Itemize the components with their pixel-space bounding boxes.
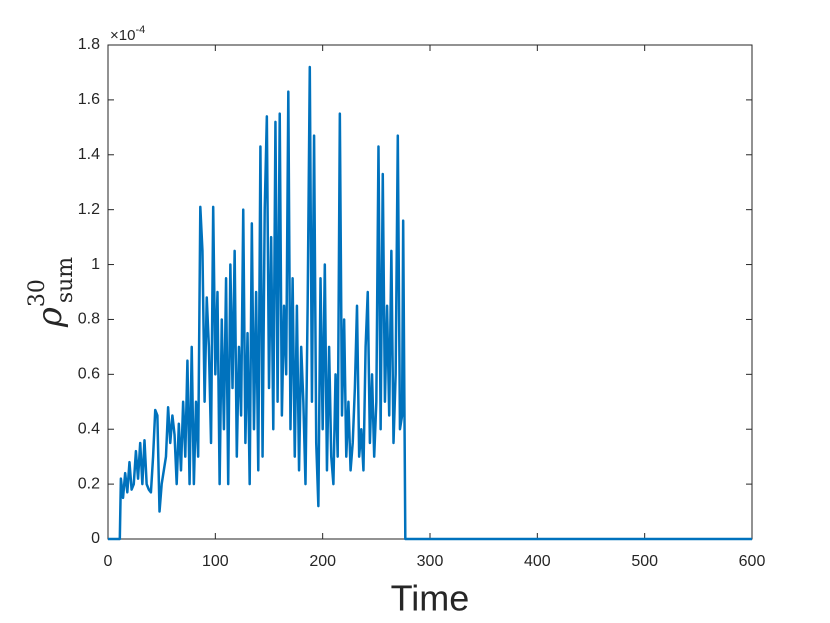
y-tick-label: 1.4 [78,146,100,163]
y-tick-label: 1.2 [78,201,100,218]
y-axis-label: ρ30 sum [25,257,78,328]
x-tick-label: 600 [739,553,766,570]
x-tick-label: 300 [417,553,444,570]
x-tick-label: 400 [524,553,551,570]
y-tick-label: 1 [91,256,100,273]
y-tick-label: 0.4 [78,420,100,437]
x-tick-label: 500 [631,553,658,570]
y-tick-label: 1.6 [78,91,100,108]
data-line [108,65,752,541]
x-tick-label: 200 [309,553,336,570]
y-multiplier: ×10-4 [110,24,145,44]
y-tick-label: 0.6 [78,366,100,383]
y-tick-label: 1.8 [78,36,100,53]
y-label-subscript: sum [53,257,78,303]
x-tick-label: 100 [202,553,229,570]
x-axis-label: Time [391,578,470,619]
y-label-base: ρ [30,307,70,328]
y-tick-label: 0 [91,530,100,547]
x-tick-label: 0 [104,553,113,570]
y-tick-label: 0.8 [78,311,100,328]
y-label-superscript: 30 [25,279,50,307]
plot-box [107,44,753,540]
multiplier-exponent: -4 [135,24,145,36]
multiplier-base: ×10 [110,27,135,44]
y-tick-label: 0.2 [78,475,100,492]
